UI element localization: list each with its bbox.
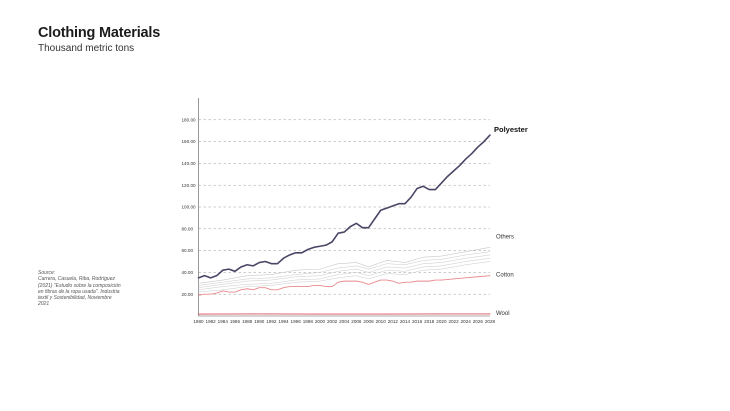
y-tick-label: 180.00	[182, 117, 196, 122]
series-line-other-fiber	[198, 251, 491, 286]
series-label-polyester: Polyester	[494, 125, 528, 134]
series-line-other-fiber	[198, 254, 491, 288]
series-label-wool: Wool	[496, 311, 510, 317]
x-tick-label: 2028	[485, 319, 496, 324]
chart-title: Clothing Materials	[38, 25, 161, 41]
x-tick-label: 2020	[436, 319, 447, 324]
source-line: Source:	[38, 270, 56, 276]
x-tick-label: 1994	[278, 319, 289, 324]
axes: 20.00 40.00 60.00 80.00 100.00 120.00 140.00 16…	[182, 98, 496, 324]
y-tick-label: 120.00	[182, 183, 196, 188]
x-tick-label: 1984	[218, 319, 229, 324]
x-tick-label: 2022	[448, 319, 459, 324]
x-tick-label: 2014	[400, 319, 411, 324]
x-tick-label: 2016	[412, 319, 423, 324]
x-tick-label: 2026	[473, 319, 484, 324]
source-note: Source: Carrera, Casuela, Riba, Rodrígue…	[38, 270, 138, 308]
gridlines	[198, 119, 490, 295]
y-tick-label: 40.00	[182, 270, 194, 275]
x-tick-label: 2018	[424, 319, 435, 324]
series-label-cotton: Cotton	[496, 273, 514, 279]
x-tick-label: 2000	[315, 319, 326, 324]
x-tick-label: 1992	[266, 319, 277, 324]
y-tick-label: 100.00	[182, 205, 196, 210]
x-tick-label: 1982	[206, 319, 217, 324]
x-tick-label: 2010	[376, 319, 387, 324]
source-line: (2021) "Estudio sobre la composición	[38, 282, 121, 289]
y-tick-label: 20.00	[182, 292, 194, 297]
x-tick-label: 1980	[193, 319, 204, 324]
y-tick-label: 60.00	[182, 248, 194, 253]
x-tick-label: 2006	[351, 319, 362, 324]
series-line-others	[198, 247, 491, 284]
series-label-others: Others	[496, 234, 514, 240]
x-tick-label: 2024	[461, 319, 472, 324]
series-line-other-fiber	[198, 257, 491, 291]
series-line-cotton	[198, 275, 491, 296]
y-tick-label: 160.00	[182, 139, 196, 144]
y-tick-label: 80.00	[182, 226, 194, 231]
x-tick-label: 2012	[388, 319, 399, 324]
series-line-polyester	[197, 134, 491, 279]
x-tick-label: 1998	[303, 319, 314, 324]
source-line: Carrera, Casuela, Riba, Rodríguez	[38, 276, 115, 283]
chart-subtitle: Thousand metric tons	[38, 43, 135, 54]
x-tick-label: 1988	[242, 319, 253, 324]
x-tick-label: 2008	[363, 319, 374, 324]
series-line-other-fiber	[198, 261, 491, 293]
source-line: en fibras de la ropa usada". Industria	[38, 288, 120, 295]
series-lines	[197, 134, 491, 315]
source-line: 2021	[38, 301, 50, 308]
source-line: textil y Sostenibilidad, Noviembre	[38, 295, 112, 302]
y-tick-label: 140.00	[182, 161, 196, 166]
x-tick-label: 1990	[254, 319, 265, 324]
x-tick-label: 1986	[230, 319, 241, 324]
x-tick-label: 2004	[339, 319, 350, 324]
series-labels: Polyester Others Cotton Wool	[494, 125, 528, 317]
x-tick-label: 1996	[291, 319, 302, 324]
x-tick-label: 2002	[327, 319, 338, 324]
